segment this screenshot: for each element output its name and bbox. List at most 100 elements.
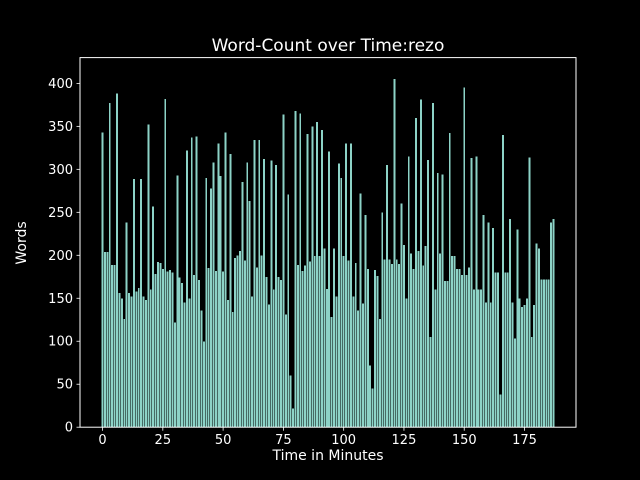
bar [267, 304, 270, 428]
bar [325, 288, 328, 428]
bar [456, 269, 458, 428]
bar [509, 219, 512, 428]
bar [236, 255, 239, 428]
bar [518, 298, 521, 428]
bar [226, 299, 229, 428]
bar [128, 293, 131, 428]
bar [313, 256, 316, 428]
bar [345, 143, 348, 428]
bar [364, 214, 367, 428]
bar [210, 188, 213, 428]
bar [166, 271, 169, 428]
x-tick-label: 75 [275, 433, 292, 448]
bar [388, 259, 391, 428]
bar [463, 87, 466, 428]
bar [422, 265, 425, 428]
bar [299, 113, 302, 428]
bar [306, 134, 309, 428]
bar [296, 264, 299, 428]
bar [280, 280, 282, 428]
bar [470, 158, 473, 428]
bar [484, 302, 487, 428]
bar [251, 296, 254, 428]
bar [260, 255, 263, 428]
bar [458, 269, 461, 428]
bar [173, 322, 176, 428]
bar [195, 136, 198, 428]
bar [224, 132, 227, 428]
bar [263, 159, 266, 428]
bar [436, 172, 439, 428]
bar [304, 265, 307, 428]
bar [415, 117, 417, 428]
bar [292, 408, 294, 428]
x-axis-label: Time in Minutes [272, 448, 384, 464]
bar [270, 160, 273, 428]
bar [540, 279, 543, 428]
bar [405, 298, 408, 428]
bar [212, 162, 215, 428]
bar [513, 338, 516, 428]
bar [183, 302, 186, 428]
bar [171, 272, 174, 428]
bar [287, 194, 290, 428]
x-tick-label: 100 [331, 433, 356, 448]
bar [400, 203, 403, 428]
bars-group [101, 79, 555, 428]
bar [185, 150, 188, 428]
bar [321, 129, 323, 428]
x-tick-label: 50 [215, 433, 232, 448]
bar [123, 318, 126, 428]
bar [159, 263, 162, 428]
bar [330, 317, 333, 428]
bar [417, 251, 420, 428]
bar [108, 103, 111, 428]
bar [552, 219, 555, 428]
bar [253, 140, 256, 428]
y-axis-label: Words [14, 221, 30, 265]
bar [451, 256, 454, 428]
bar [137, 287, 140, 428]
bar [265, 276, 268, 428]
bar [501, 134, 504, 428]
bar [130, 296, 133, 428]
x-tick-label: 0 [98, 433, 106, 448]
bar [402, 244, 405, 428]
bar [362, 303, 364, 428]
bar [429, 336, 432, 428]
bar [157, 262, 159, 428]
bar [378, 318, 381, 428]
bar [316, 122, 319, 428]
bar [530, 336, 533, 428]
bar [357, 310, 360, 428]
bar [132, 178, 135, 428]
bar [545, 279, 548, 428]
bar [342, 256, 345, 428]
bar [497, 272, 499, 428]
bar [311, 126, 314, 428]
bar [349, 143, 352, 428]
bar [347, 260, 350, 428]
bar [383, 259, 386, 428]
bar [412, 269, 415, 428]
bar [118, 293, 121, 428]
bar [523, 305, 526, 428]
bar [289, 375, 292, 428]
y-tick-label: 300 [48, 163, 73, 178]
bar [340, 177, 343, 428]
bar [395, 259, 398, 428]
bar [535, 243, 538, 428]
bar [111, 264, 114, 428]
bar [528, 157, 531, 428]
bar [506, 272, 509, 428]
bar [441, 174, 444, 428]
bar [323, 248, 326, 428]
bar [106, 251, 109, 428]
x-tick-label: 150 [452, 433, 477, 448]
bar [381, 212, 384, 428]
bar [390, 263, 393, 428]
bar [516, 229, 519, 428]
bar [135, 291, 138, 428]
bar [398, 263, 401, 428]
bar [318, 256, 321, 428]
